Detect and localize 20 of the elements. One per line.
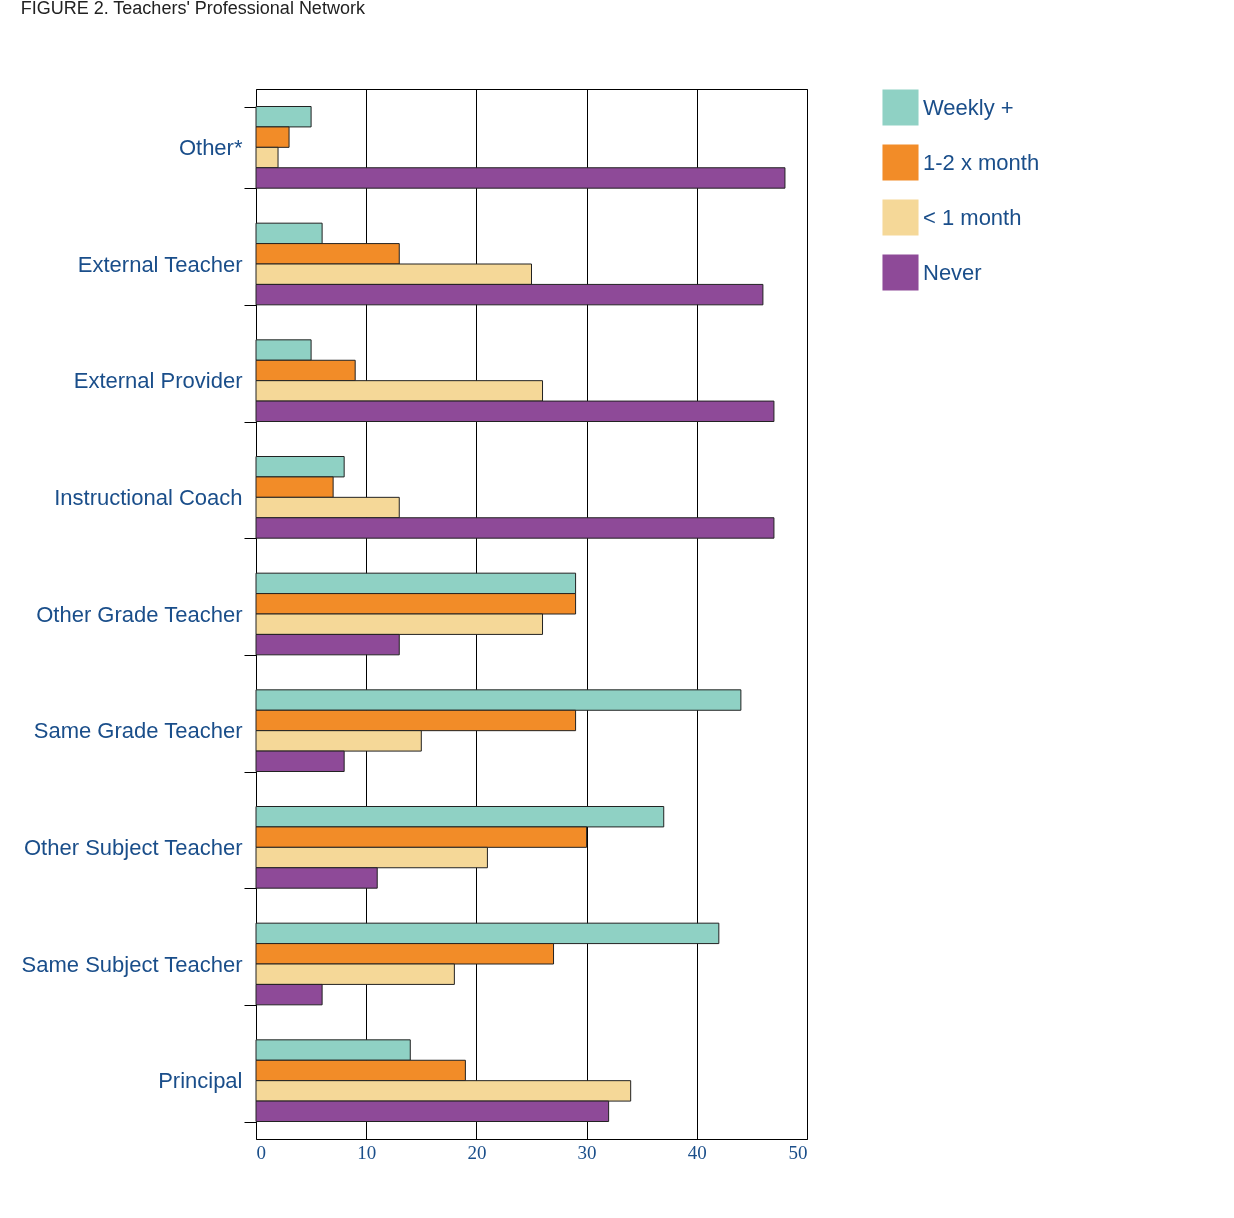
y-tick-label: Same Grade Teacher [33,718,243,744]
x-tick-label: 30 [577,1141,597,1163]
legend-label: < 1 month [923,204,1022,230]
chart-title: FIGURE 2. Teachers' Professional Network [20,0,366,18]
legend-label: Weekly + [923,94,1014,120]
x-tick-label: 40 [687,1141,707,1163]
y-tick-label: Other* [178,134,243,160]
y-tick-label: External Teacher [77,251,243,277]
x-tick-label: 50 [788,1141,808,1163]
x-tick-label: 20 [467,1141,487,1163]
y-tick-label: Other Grade Teacher [36,601,243,627]
legend-label: Never [923,259,982,285]
y-tick-label: Instructional Coach [54,484,243,510]
x-tick-label: 10 [357,1141,377,1163]
x-tick-label: 0 [256,1141,266,1163]
y-tick-label: External Provider [73,368,243,394]
y-tick-label: Principal [158,1068,243,1094]
y-tick-label: Same Subject Teacher [21,951,243,977]
y-tick-label: Other Subject Teacher [24,834,243,860]
legend-label: 1-2 x month [923,149,1040,175]
